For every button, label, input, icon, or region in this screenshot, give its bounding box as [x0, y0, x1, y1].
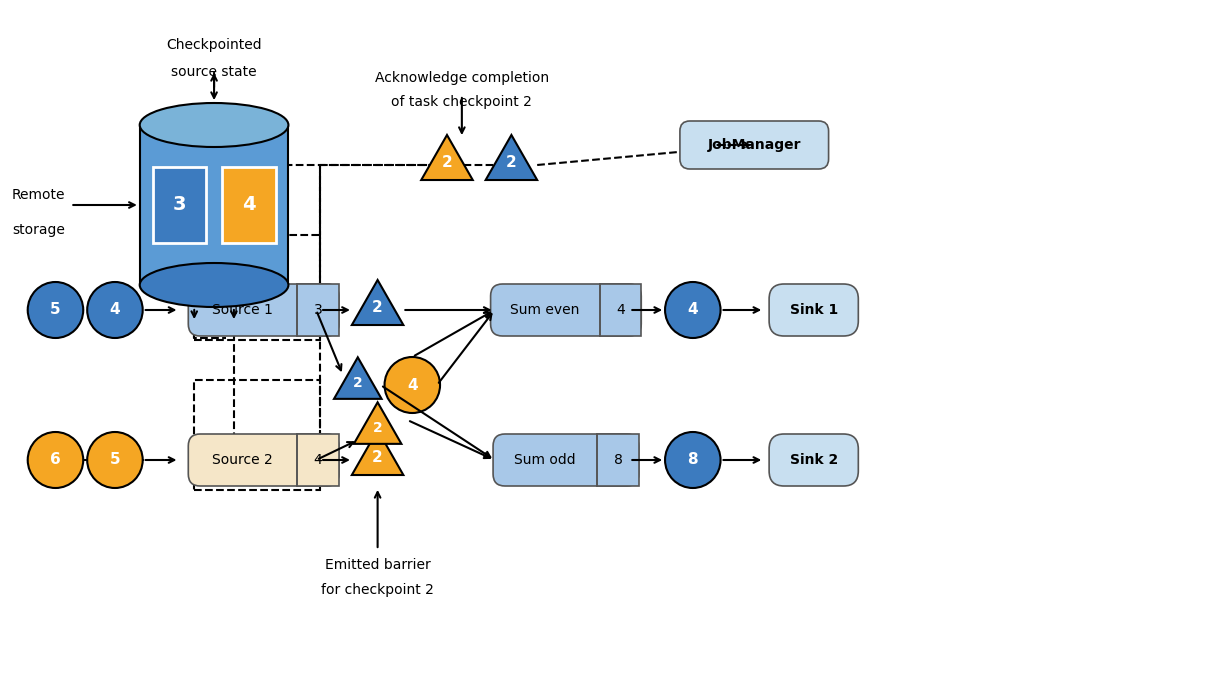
- FancyBboxPatch shape: [222, 167, 276, 243]
- Text: Remote: Remote: [12, 188, 65, 202]
- Text: Emitted barrier: Emitted barrier: [325, 558, 431, 572]
- Text: 4: 4: [616, 303, 625, 317]
- Text: storage: storage: [12, 223, 65, 237]
- Text: 5: 5: [110, 452, 121, 468]
- Text: 4: 4: [110, 302, 121, 318]
- Ellipse shape: [140, 103, 288, 147]
- Polygon shape: [421, 135, 473, 180]
- Circle shape: [87, 432, 143, 488]
- Text: 8: 8: [613, 453, 623, 467]
- Bar: [140, 125, 288, 285]
- Bar: [298, 434, 339, 486]
- Text: 5: 5: [50, 302, 60, 318]
- Circle shape: [87, 282, 143, 338]
- Bar: [298, 284, 339, 336]
- Text: 2: 2: [353, 376, 363, 390]
- Text: JobManager: JobManager: [708, 138, 801, 152]
- Text: Acknowledge completion: Acknowledge completion: [374, 71, 549, 85]
- Text: for checkpoint 2: for checkpoint 2: [321, 583, 435, 597]
- Text: 6: 6: [50, 452, 60, 468]
- FancyBboxPatch shape: [491, 284, 641, 336]
- Text: Sum even: Sum even: [511, 303, 580, 317]
- Polygon shape: [352, 430, 404, 475]
- FancyBboxPatch shape: [680, 121, 828, 169]
- Text: source state: source state: [171, 65, 257, 79]
- Text: Checkpointed: Checkpointed: [166, 38, 262, 52]
- Circle shape: [665, 432, 720, 488]
- Text: 2: 2: [506, 155, 517, 170]
- Circle shape: [28, 432, 84, 488]
- FancyBboxPatch shape: [494, 434, 639, 486]
- Text: Sum odd: Sum odd: [515, 453, 576, 467]
- FancyBboxPatch shape: [188, 434, 339, 486]
- Polygon shape: [352, 280, 404, 325]
- Text: 4: 4: [243, 195, 256, 214]
- Polygon shape: [353, 402, 401, 444]
- Text: 3: 3: [172, 195, 186, 214]
- Text: 2: 2: [373, 421, 383, 435]
- Text: Sink 1: Sink 1: [789, 303, 838, 317]
- Polygon shape: [334, 357, 382, 399]
- Circle shape: [665, 282, 720, 338]
- Text: 2: 2: [442, 155, 452, 170]
- Text: 4: 4: [314, 453, 323, 467]
- Text: Sink 2: Sink 2: [789, 453, 838, 467]
- Text: Source 1: Source 1: [213, 303, 273, 317]
- Text: 4: 4: [687, 302, 698, 318]
- FancyBboxPatch shape: [769, 434, 858, 486]
- Bar: [194, 235, 320, 340]
- Ellipse shape: [140, 263, 288, 307]
- Bar: [194, 380, 320, 490]
- FancyBboxPatch shape: [769, 284, 858, 336]
- Circle shape: [28, 282, 84, 338]
- Text: 3: 3: [314, 303, 323, 317]
- Polygon shape: [486, 135, 537, 180]
- Bar: [599, 284, 641, 336]
- FancyBboxPatch shape: [188, 284, 339, 336]
- FancyBboxPatch shape: [153, 167, 206, 243]
- Text: 8: 8: [687, 452, 698, 468]
- Text: 4: 4: [407, 377, 417, 393]
- Bar: [597, 434, 639, 486]
- Text: 2: 2: [372, 300, 383, 316]
- Circle shape: [384, 357, 439, 413]
- Text: 2: 2: [372, 450, 383, 466]
- Text: of task checkpoint 2: of task checkpoint 2: [391, 95, 532, 109]
- Text: Source 2: Source 2: [213, 453, 273, 467]
